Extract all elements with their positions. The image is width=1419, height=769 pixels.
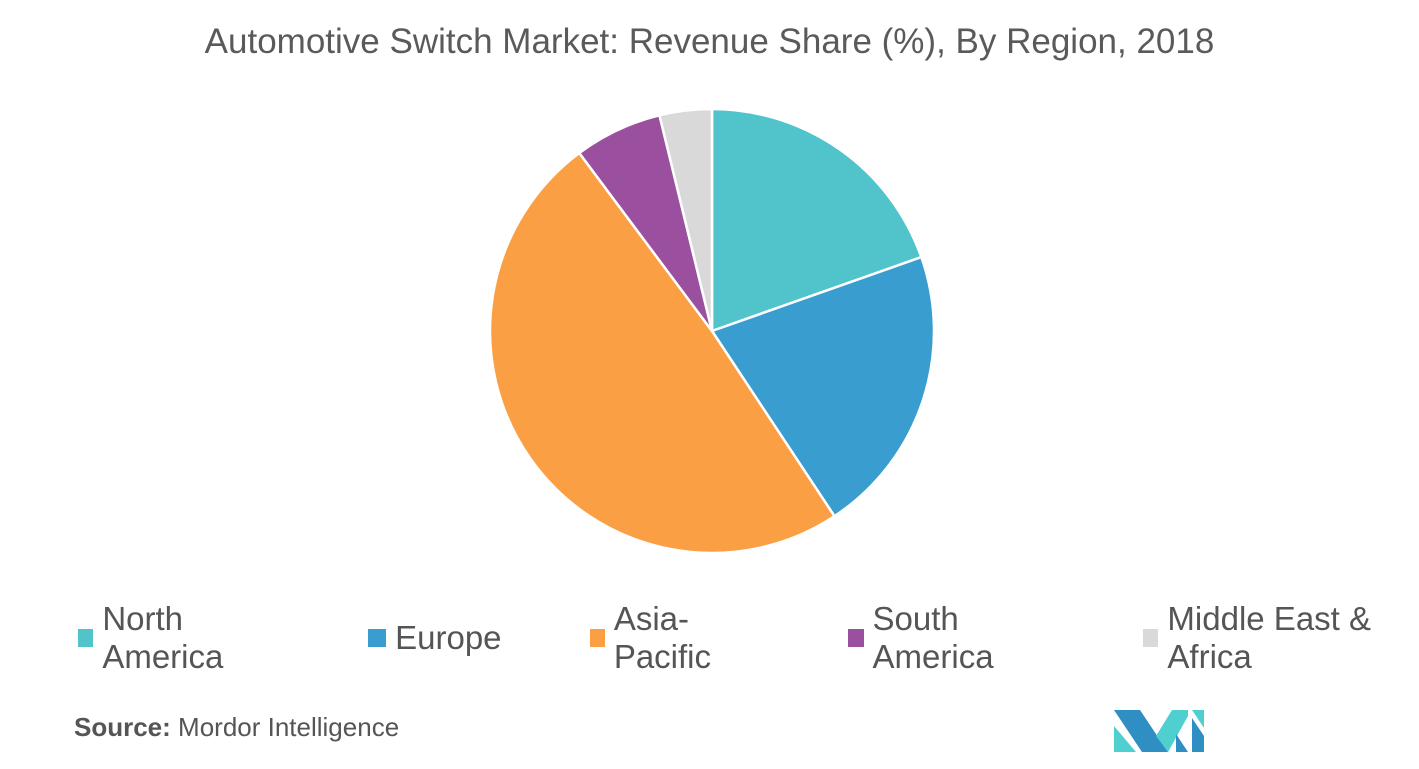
legend: North America Europe Asia-Pacific South Ame… [0,600,1419,676]
legend-label: South America [872,600,994,675]
pie-slice-europe [710,255,936,518]
legend-label: Middle East & Africa [1167,600,1372,675]
pie-chart [488,107,936,555]
legend-swatch [1143,629,1159,647]
legend-label: Asia-Pacific [613,600,712,675]
legend-item: Europe [300,600,502,676]
chart-title: Automotive Switch Market: Revenue Share … [204,22,1215,61]
source-label: Source: [74,712,171,742]
legend-label: North America [102,600,224,675]
mordor-logo-icon [1114,710,1204,752]
legend-label: Europe [395,619,502,656]
pie-slice-asia-pacific [488,151,837,555]
pie-slice-middle-east-africa [657,107,714,332]
legend-swatch [848,629,864,647]
legend-swatch [368,629,387,647]
legend-item: North America [0,600,280,676]
source-text: Mordor Intelligence [170,712,400,742]
legend-swatch [589,629,605,647]
source-note: Source: Mordor Intelligence [74,712,399,743]
legend-item: Middle East & Africa [1075,600,1419,676]
legend-item: Asia-Pacific [522,600,761,676]
legend-swatch [78,629,94,647]
legend-item: South America [780,600,1055,676]
